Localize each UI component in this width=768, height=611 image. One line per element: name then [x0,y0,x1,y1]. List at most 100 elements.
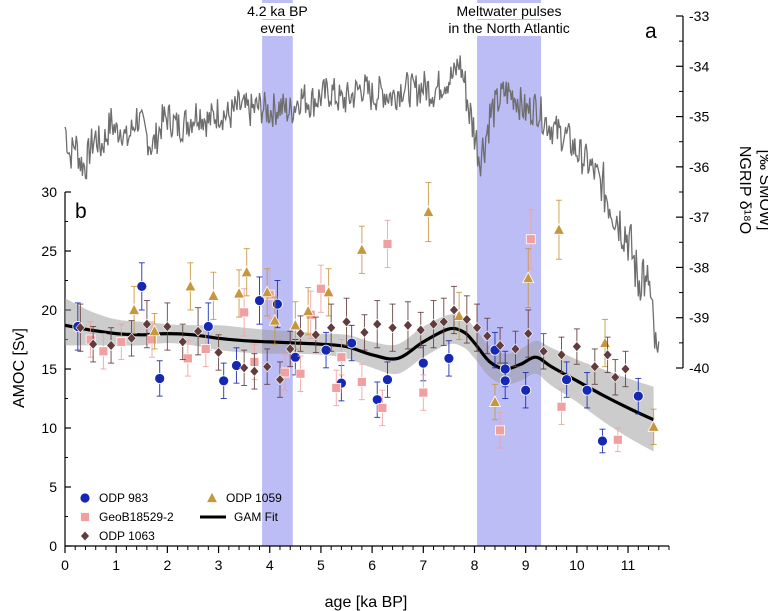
data-point [482,330,493,342]
amoc-tick-label: 10 [41,420,57,436]
legend-swatch-diamond [80,530,90,542]
amoc-tick-label: 25 [41,243,57,259]
data-point [387,322,398,334]
ngrip-series-line [64,55,660,353]
gam-fit-layer [64,298,655,452]
amoc-tick-label: 15 [41,361,57,377]
x-tick-label: 0 [61,557,69,573]
event-band-label-2-line1: Meltwater pulses [457,3,562,19]
data-point [552,222,566,235]
data-point [193,325,203,337]
data-point [610,371,621,383]
amoc-tick-label: 5 [49,479,57,495]
event-band-2 [477,0,542,546]
ngrip-tick-label: -37 [689,209,709,225]
data-point [438,316,449,328]
data-point [295,328,306,340]
data-point [632,390,644,402]
x-axis-title: age [ka BP] [325,594,408,611]
legend-label: ODP 1063 [99,529,155,543]
x-tick-label: 8 [471,557,479,573]
legend-label: ODP 983 [99,491,148,505]
series-odp-1063 [75,285,631,398]
data-point [295,368,306,379]
data-point [356,377,367,387]
data-point [184,279,197,292]
ngrip-tick-label: -35 [689,109,709,125]
data-point [472,322,482,334]
data-point [154,373,166,384]
data-point [127,303,141,315]
data-point [571,341,582,353]
data-point [275,374,285,386]
x-tick-label: 11 [621,557,636,573]
data-point [422,205,435,217]
data-point [249,365,260,377]
data-point [418,387,429,398]
legend-label: GAM Fit [234,510,279,524]
data-point [316,283,326,294]
y-axis-title-ngrip-line2: [‰ SMOW] [756,150,768,231]
x-tick-label: 6 [368,557,376,573]
event-band-label-bg-2-1 [454,3,564,19]
x-tick-label: 4 [266,557,274,573]
ngrip-tick-label: -36 [689,159,709,175]
data-point [232,286,246,299]
data-point [239,362,250,374]
x-tick-label: 3 [215,557,223,573]
data-point [147,334,157,345]
data-point [322,285,335,298]
amoc-tick-label: 20 [41,302,57,318]
legend-swatch-circle [79,492,91,504]
data-point [218,375,230,387]
data-point [88,338,99,350]
data-point [126,332,137,344]
data-point [417,357,429,369]
data-point [341,316,352,328]
ngrip-tick-label: -34 [689,58,709,74]
data-point [382,374,393,386]
data-point [620,363,631,375]
data-point [98,346,109,357]
data-point [602,349,613,361]
event-band-label-bg-1-2 [258,20,297,36]
data-points-layer [72,182,660,454]
y-axis-title-amoc: AMOC [Sv] [11,328,28,408]
data-point [148,324,161,337]
event-bands [262,0,542,546]
x-tick-label: 5 [317,557,325,573]
x-tick-label: 9 [522,557,530,573]
data-point [449,304,459,316]
y-axis-title-ngrip-line1: NGRIP δ¹⁸O [736,146,753,234]
data-point [372,318,383,330]
data-point [452,309,466,321]
data-point [289,318,302,331]
data-point [285,343,296,355]
legend-swatch-triangle [205,491,219,503]
ngrip-tick-label: -33 [689,8,709,24]
data-point [301,304,315,317]
data-point [141,318,152,330]
ngrip-tick-label: -38 [689,259,709,275]
data-point [428,318,439,330]
x-tick-label: 7 [419,557,427,573]
data-point [597,435,608,447]
data-point [499,375,511,387]
data-point [598,336,612,348]
data-point [207,288,220,301]
data-point [556,401,567,412]
data-point [647,419,660,432]
ngrip-tick-label: -39 [689,310,709,326]
legend: ODP 983 GeoB18529-2 ODP 1063 ODP 1059 GAM Fi… [79,491,282,543]
data-point [443,352,455,364]
data-point [355,242,369,255]
data-point [520,384,532,396]
ngrip-tick-label: -40 [689,360,709,376]
data-point [510,343,521,355]
gam-fit-line [64,323,655,422]
data-point [320,344,332,356]
amoc-tick-label: 30 [41,184,57,200]
data-point [461,313,472,325]
data-point [116,336,127,347]
